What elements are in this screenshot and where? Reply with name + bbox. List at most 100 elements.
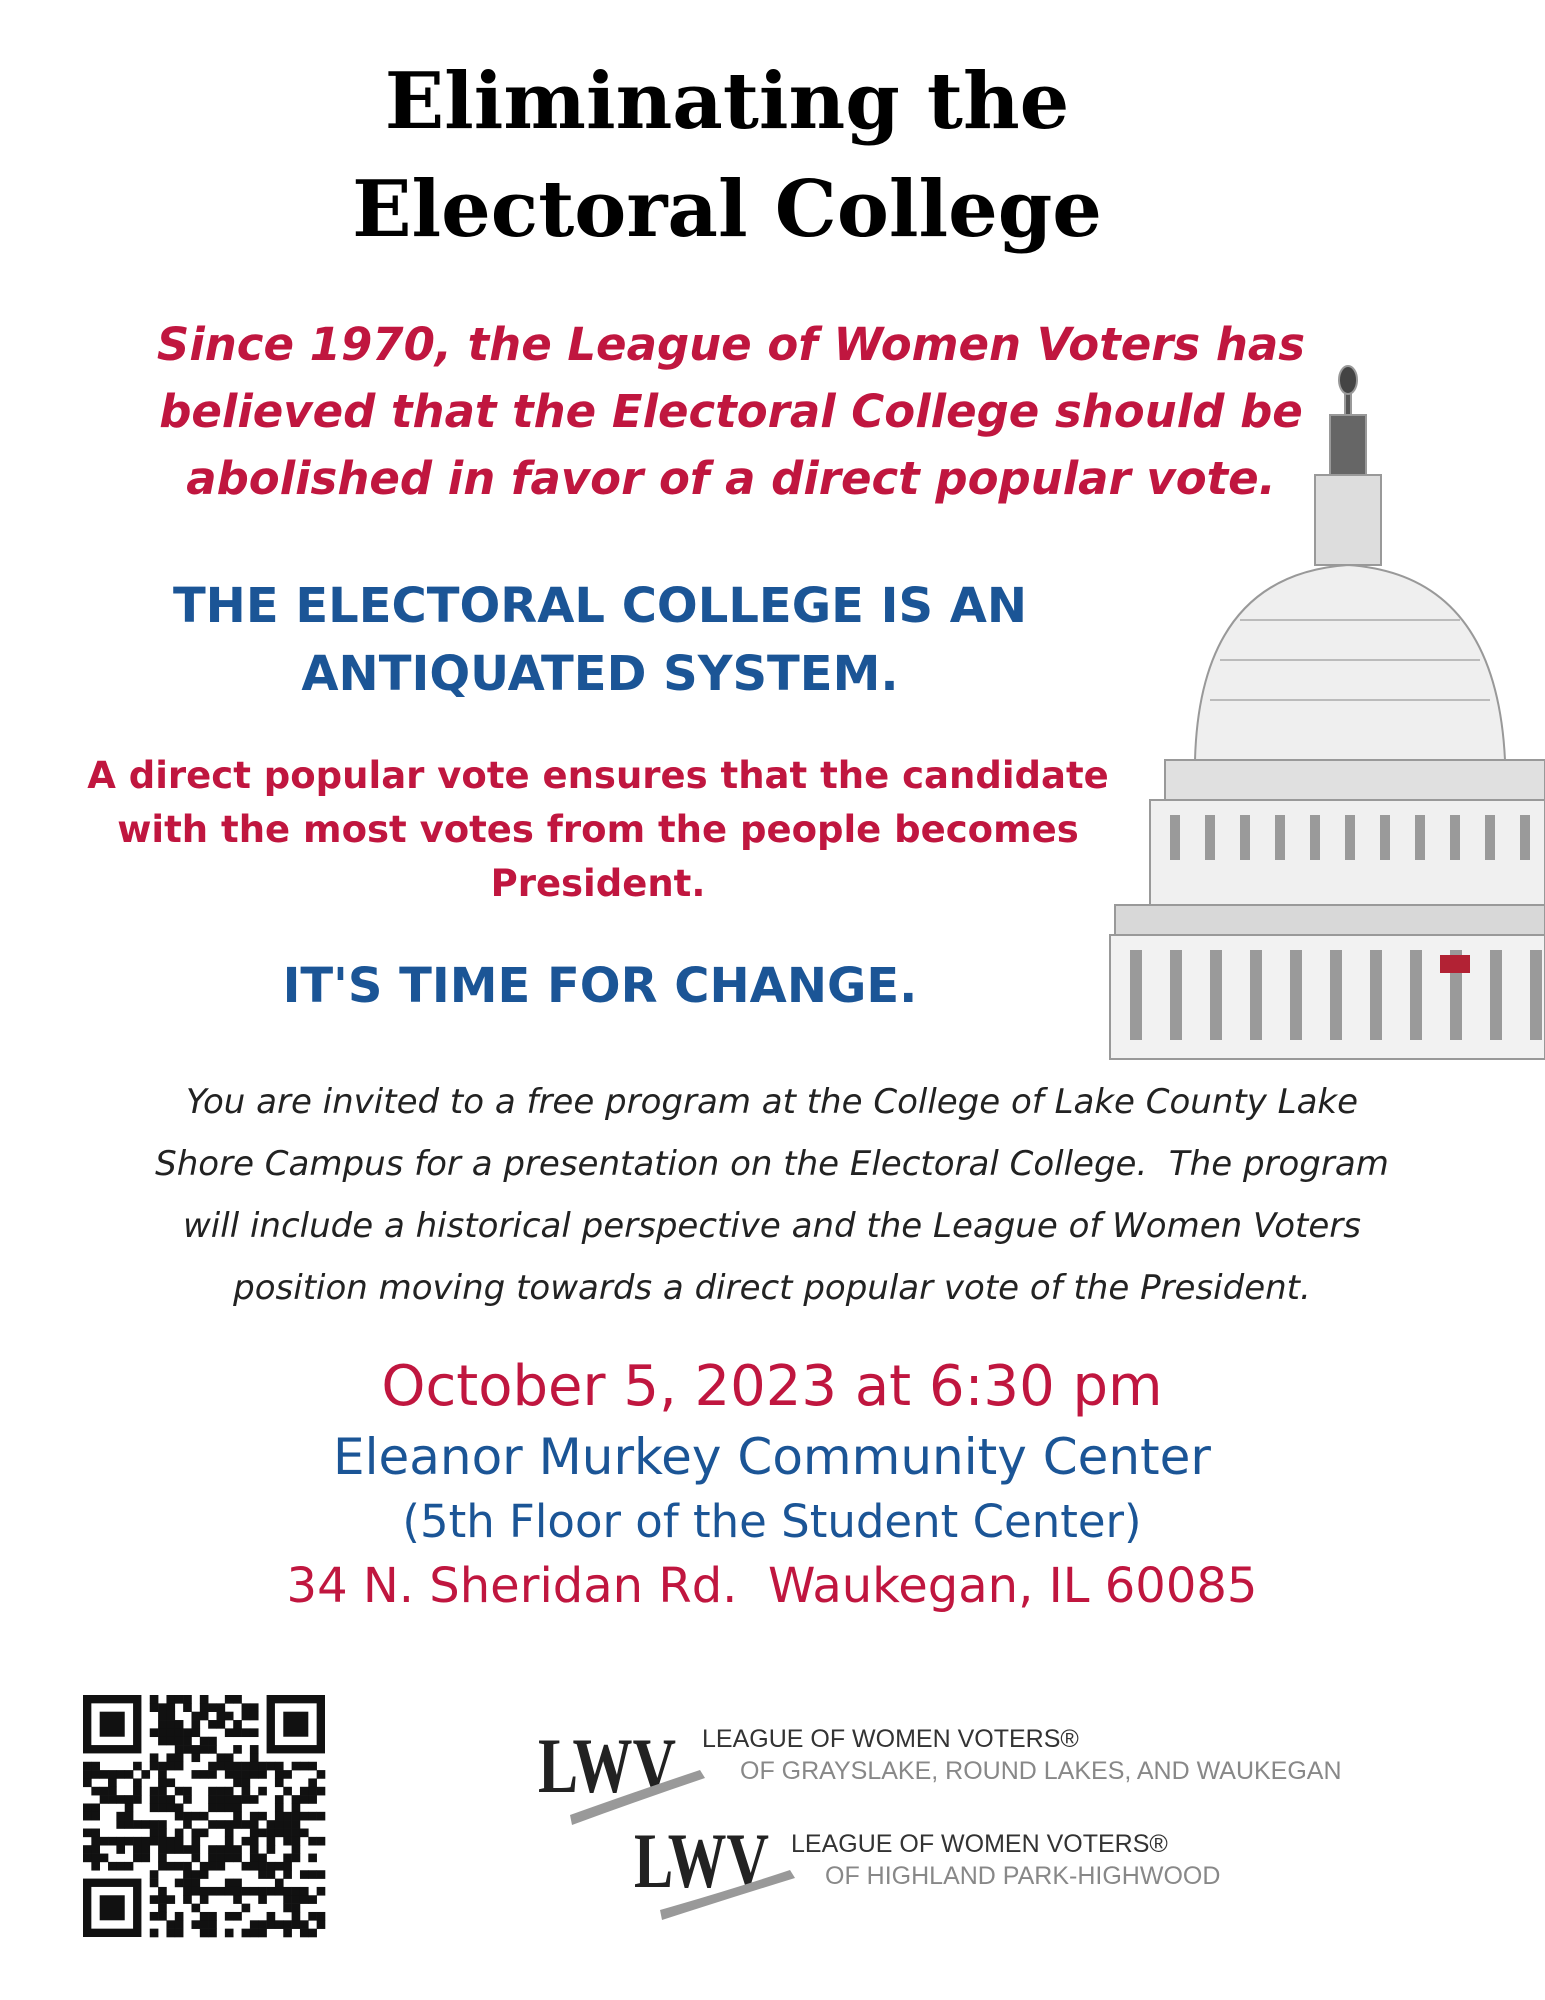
- qr-module: [316, 1870, 326, 1879]
- qr-module: [258, 1870, 267, 1879]
- qr-module: [199, 1928, 209, 1938]
- qr-module: [99, 1853, 109, 1863]
- qr-module: [166, 1920, 176, 1929]
- qr-module: [224, 1753, 234, 1763]
- qr-module: [258, 1786, 267, 1796]
- qr-module: [241, 1786, 251, 1796]
- qr-module: [216, 1703, 226, 1712]
- qr-module: [208, 1720, 217, 1729]
- qr-module: [274, 1803, 284, 1813]
- qr-module: [83, 1845, 92, 1854]
- qr-module: [249, 1711, 259, 1721]
- qr-module: [291, 1903, 301, 1913]
- qr-module: [166, 1795, 176, 1804]
- qr-module: [224, 1836, 234, 1846]
- qr-module: [166, 1861, 176, 1871]
- qr-module: [283, 1811, 292, 1821]
- qr-module: [191, 1836, 201, 1846]
- qr-module: [199, 1828, 209, 1838]
- qr-module: [191, 1878, 201, 1888]
- qr-module: [266, 1886, 276, 1896]
- qr-module: [191, 1753, 201, 1763]
- qr-module: [124, 1770, 134, 1779]
- qr-module: [91, 1761, 100, 1771]
- qr-module: [91, 1853, 100, 1863]
- qr-module: [208, 1861, 217, 1871]
- qr-module: [299, 1870, 309, 1879]
- qr-module: [241, 1861, 251, 1871]
- qr-module: [308, 1811, 317, 1821]
- qr-module: [83, 1761, 92, 1771]
- qr-module: [224, 1761, 234, 1771]
- qr-module: [241, 1703, 251, 1712]
- event-address: 34 N. Sheridan Rd. Waukegan, IL 60085: [287, 1558, 1258, 1614]
- qr-module: [174, 1736, 184, 1746]
- qr-module: [149, 1795, 159, 1804]
- qr-module: [249, 1728, 259, 1738]
- qr-code[interactable]: [83, 1695, 326, 1938]
- qr-module: [158, 1761, 167, 1771]
- qr-module: [149, 1911, 159, 1921]
- qr-module: [233, 1811, 242, 1821]
- qr-module: [141, 1820, 151, 1829]
- title-line: Electoral College: [352, 164, 1102, 255]
- qr-module: [233, 1728, 242, 1738]
- qr-module: [274, 1820, 284, 1829]
- qr-module: [233, 1720, 242, 1729]
- invitation-line: will include a historical perspective an…: [183, 1206, 1361, 1246]
- qr-module: [99, 1786, 109, 1796]
- qr-module: [199, 1895, 209, 1904]
- qr-module: [216, 1886, 226, 1896]
- qr-module: [174, 1920, 184, 1929]
- event-date: October 5, 2023 at 6:30 pm: [381, 1354, 1162, 1419]
- qr-module: [158, 1711, 167, 1721]
- qr-module: [199, 1695, 209, 1704]
- qr-module: [274, 1828, 284, 1838]
- qr-module: [224, 1770, 234, 1779]
- capitol-image: [1109, 365, 1545, 1060]
- qr-module: [116, 1795, 126, 1804]
- qr-module: [208, 1703, 217, 1712]
- qr-module: [316, 1886, 326, 1896]
- qr-module: [149, 1820, 159, 1829]
- qr-module: [124, 1811, 134, 1821]
- qr-module: [258, 1920, 267, 1929]
- qr-module: [249, 1853, 259, 1863]
- qr-module: [191, 1853, 201, 1863]
- qr-module: [158, 1853, 167, 1863]
- invitation-line: Shore Campus for a presentation on the E…: [155, 1144, 1389, 1184]
- qr-module: [224, 1786, 234, 1796]
- qr-module: [299, 1795, 309, 1804]
- qr-module: [283, 1820, 292, 1829]
- qr-module: [199, 1736, 209, 1746]
- qr-module: [174, 1828, 184, 1838]
- qr-module: [233, 1695, 242, 1704]
- qr-module: [166, 1711, 176, 1721]
- qr-module: [108, 1778, 117, 1788]
- qr-module: [108, 1861, 117, 1871]
- qr-module: [208, 1770, 217, 1779]
- qr-module: [241, 1761, 251, 1771]
- qr-module: [199, 1870, 209, 1879]
- qr-module: [241, 1903, 251, 1913]
- qr-module: [208, 1820, 217, 1829]
- qr-module: [166, 1695, 176, 1704]
- qr-module: [183, 1861, 192, 1871]
- qr-module: [249, 1820, 259, 1829]
- qr-module: [158, 1795, 167, 1804]
- qr-module: [183, 1795, 192, 1804]
- qr-module: [133, 1820, 142, 1829]
- qr-module: [149, 1728, 159, 1738]
- qr-module: [174, 1911, 184, 1921]
- qr-module: [266, 1761, 276, 1771]
- qr-module: [91, 1828, 100, 1838]
- qr-module: [91, 1861, 100, 1871]
- qr-module: [249, 1861, 259, 1871]
- qr-module: [166, 1778, 176, 1788]
- qr-module: [124, 1820, 134, 1829]
- qr-module: [316, 1911, 326, 1921]
- qr-module: [249, 1745, 259, 1754]
- qr-module: [91, 1836, 100, 1846]
- logo: LWV LEAGUE OF WOMEN VOTERS® OF GRAYSLAKE…: [538, 1722, 1342, 1825]
- qr-module: [191, 1720, 201, 1729]
